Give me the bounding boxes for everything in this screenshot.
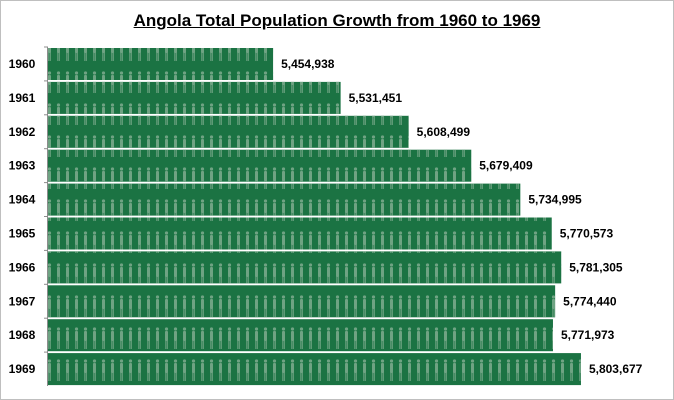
data-label: 5,608,499	[417, 125, 471, 139]
bar-pattern	[48, 183, 521, 216]
y-tick-label: 1967	[9, 294, 36, 308]
y-tick-label: 1961	[9, 91, 36, 105]
bar-pattern	[48, 285, 556, 318]
y-tick-label: 1966	[9, 260, 36, 274]
y-tick-label: 1968	[9, 328, 36, 342]
data-label: 5,734,995	[528, 193, 582, 207]
bar-pattern	[48, 319, 553, 352]
y-tick-label: 1965	[9, 227, 36, 241]
bar-pattern	[48, 115, 409, 148]
data-label: 5,770,573	[560, 227, 614, 241]
y-tick-label: 1969	[9, 362, 36, 376]
y-tick-label: 1960	[9, 57, 36, 71]
y-tick-label: 1962	[9, 125, 36, 139]
data-label: 5,771,973	[561, 328, 615, 342]
data-label: 5,531,451	[349, 91, 403, 105]
bar-pattern	[48, 217, 552, 250]
y-tick-label: 1964	[9, 193, 36, 207]
bar-pattern	[48, 149, 472, 182]
y-tick-label: 1963	[9, 159, 36, 173]
bar-pattern	[48, 353, 581, 386]
data-label: 5,454,938	[281, 57, 335, 71]
chart-title: Angola Total Population Growth from 1960…	[133, 11, 541, 30]
data-label: 5,803,677	[589, 362, 643, 376]
bar-pattern	[48, 48, 274, 80]
data-label: 5,774,440	[563, 294, 617, 308]
data-label: 5,781,305	[569, 260, 623, 274]
bar-pattern	[48, 81, 341, 114]
bar-pattern	[48, 251, 562, 284]
data-label: 5,679,409	[479, 159, 533, 173]
